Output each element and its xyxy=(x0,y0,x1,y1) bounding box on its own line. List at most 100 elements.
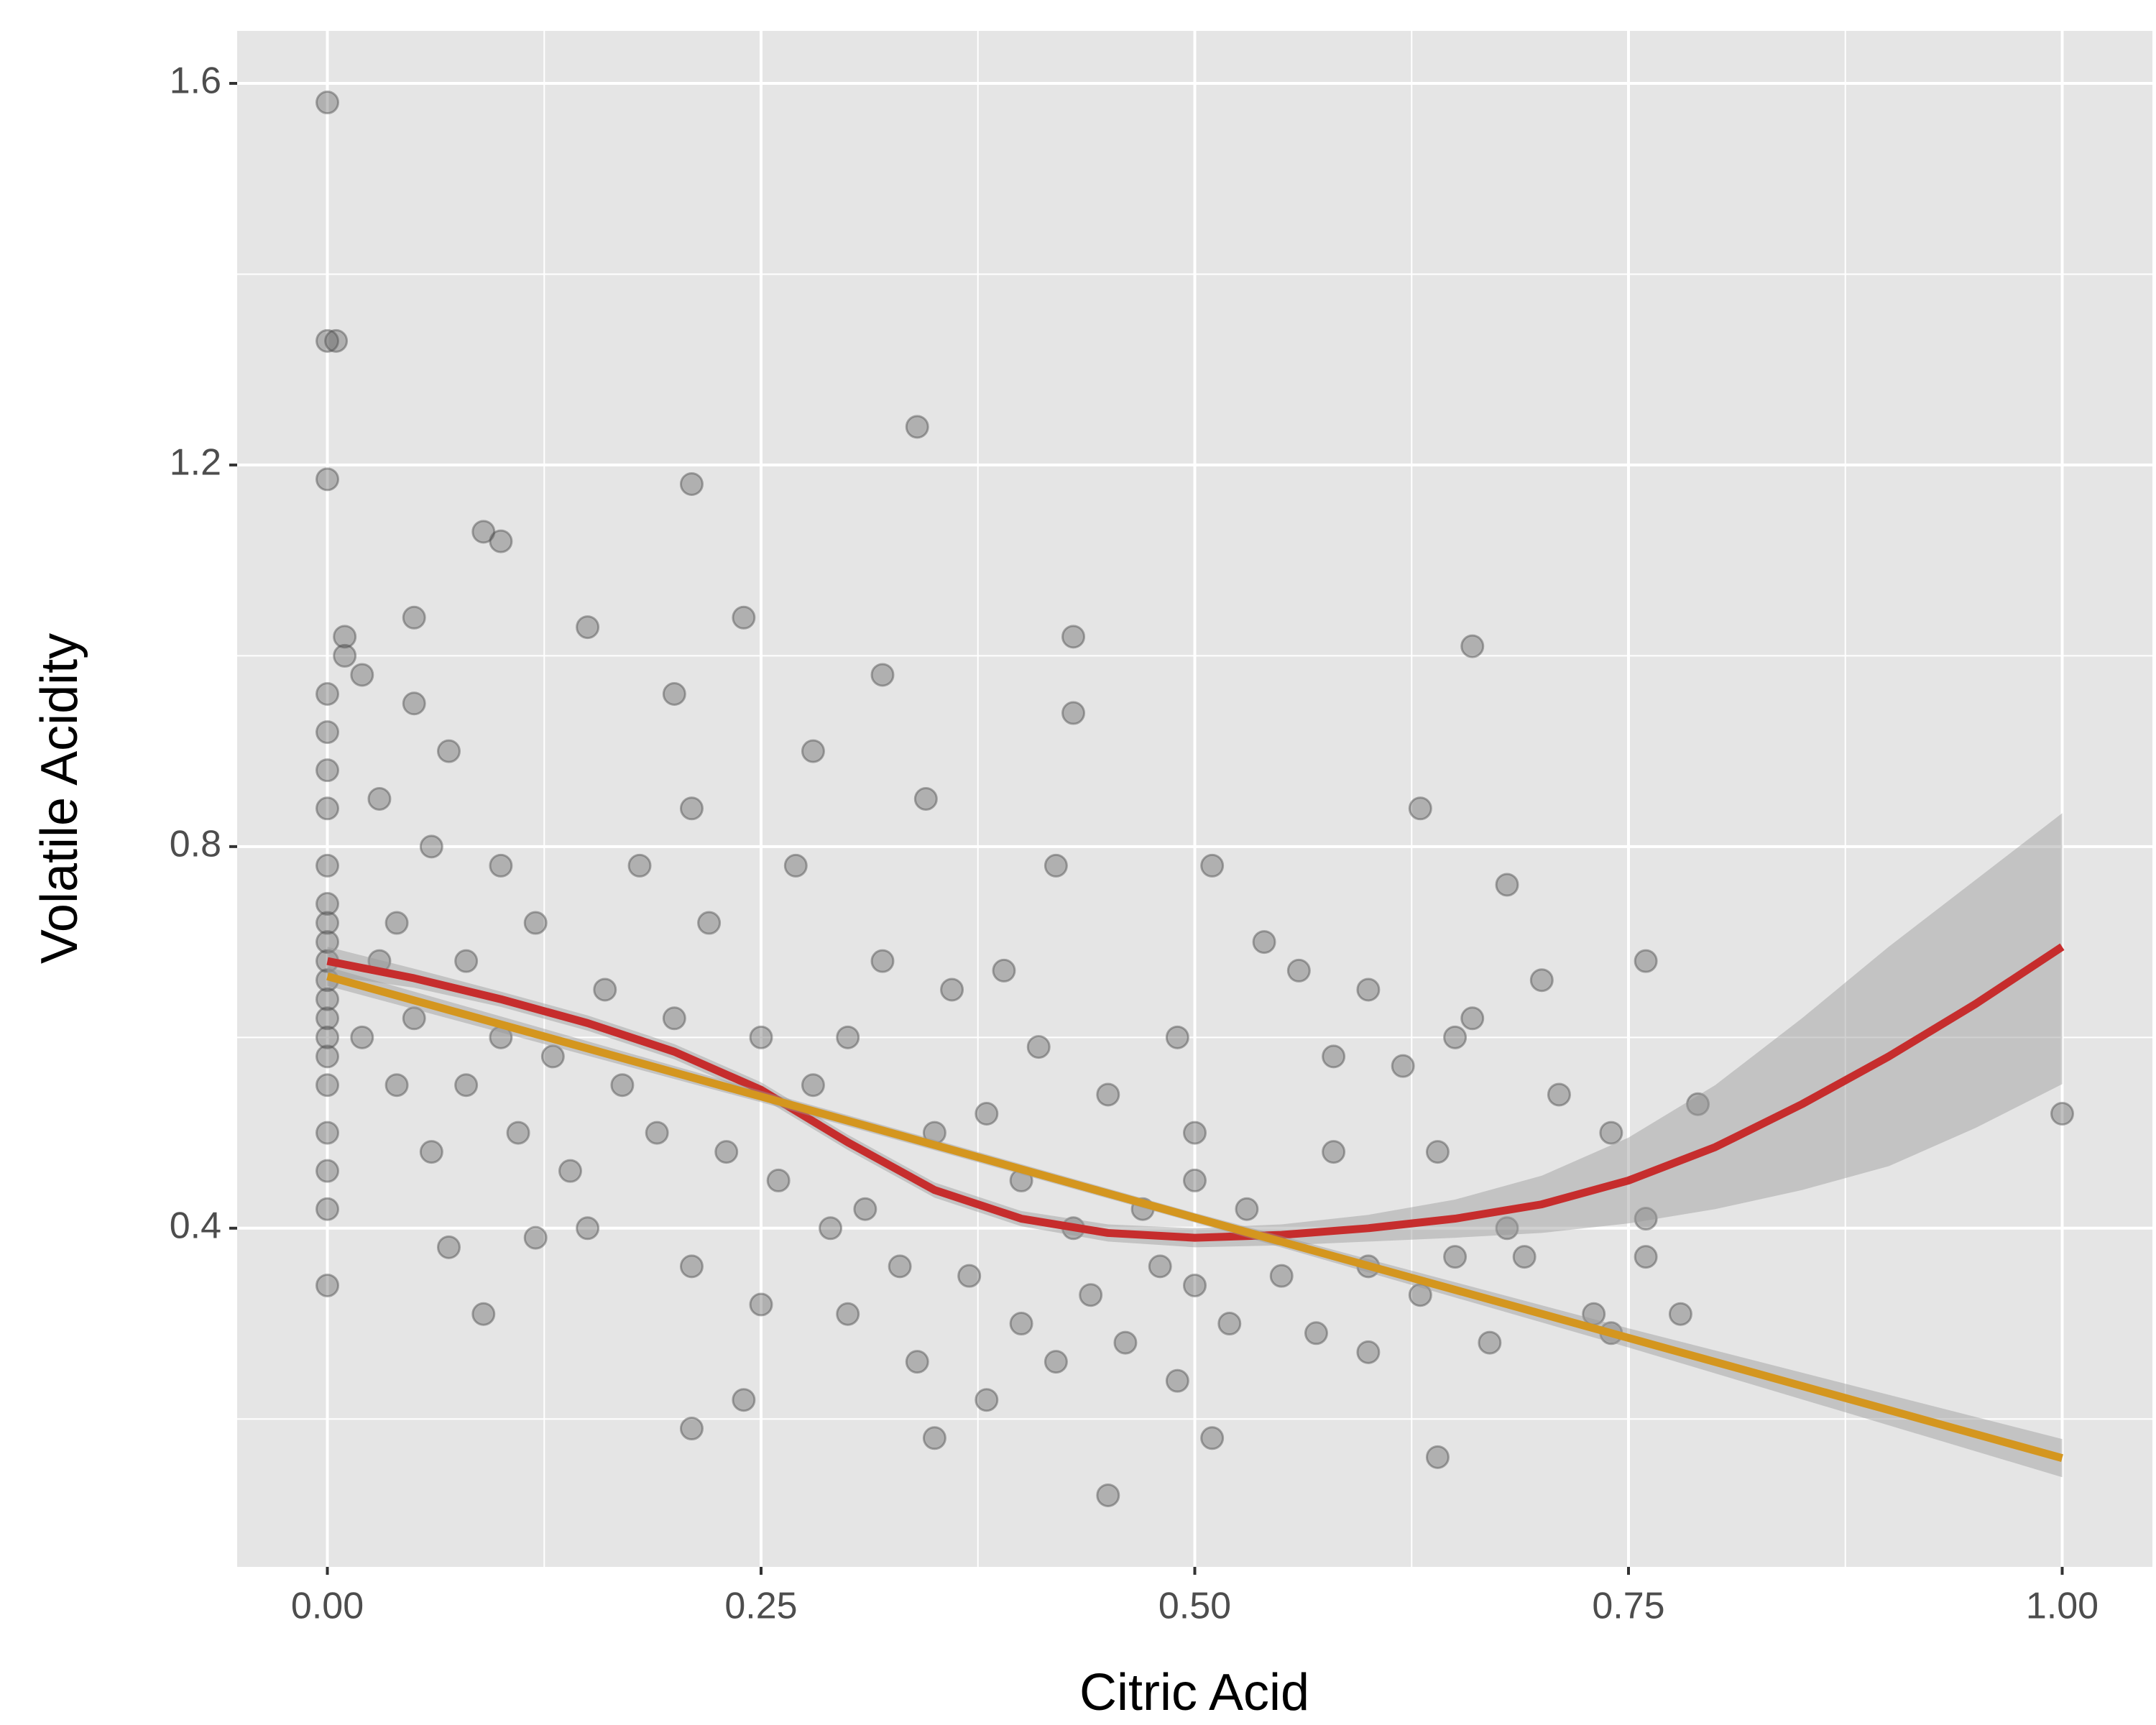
point xyxy=(315,1073,340,1098)
fit-line xyxy=(326,943,2065,1242)
point xyxy=(679,1417,704,1441)
point xyxy=(732,605,756,630)
point xyxy=(922,1426,946,1450)
point xyxy=(523,911,548,935)
point xyxy=(714,1140,739,1164)
point xyxy=(1304,1321,1328,1346)
point xyxy=(1408,796,1432,821)
x-axis-title: Citric Acid xyxy=(1079,1664,1309,1721)
fit-line xyxy=(326,972,2063,1462)
point xyxy=(315,1159,340,1183)
point xyxy=(1235,1197,1259,1221)
point xyxy=(315,1025,340,1049)
point xyxy=(1044,1350,1068,1374)
point xyxy=(315,1044,340,1069)
x-tick-label: 1.00 xyxy=(2026,1586,2099,1627)
point xyxy=(1061,701,1086,725)
point xyxy=(402,605,426,630)
point xyxy=(350,1025,374,1049)
point xyxy=(662,681,686,706)
point xyxy=(1391,1054,1415,1078)
y-tick-label: 0.8 xyxy=(170,824,221,865)
point xyxy=(315,853,340,878)
point xyxy=(1286,958,1311,983)
point xyxy=(1026,1035,1051,1059)
y-axis-title: Volatile Acidity xyxy=(31,633,88,964)
point xyxy=(801,739,825,763)
point xyxy=(384,1073,409,1098)
point xyxy=(1079,1283,1103,1307)
point xyxy=(992,958,1016,983)
point xyxy=(315,1197,340,1221)
point xyxy=(819,1216,843,1241)
grid xyxy=(237,31,2152,1567)
point xyxy=(870,949,895,973)
point xyxy=(2050,1102,2074,1126)
point xyxy=(454,1073,479,1098)
point xyxy=(315,796,340,821)
point xyxy=(679,1254,704,1279)
point xyxy=(315,987,340,1011)
point xyxy=(315,681,340,706)
point xyxy=(801,1073,825,1098)
point xyxy=(1096,1082,1120,1107)
point xyxy=(1252,930,1276,954)
point xyxy=(419,834,443,859)
x-tick-label: 0.25 xyxy=(724,1586,797,1627)
point xyxy=(1460,1006,1485,1031)
point xyxy=(888,1254,912,1279)
point xyxy=(836,1302,860,1326)
point xyxy=(315,1273,340,1297)
point xyxy=(1165,1368,1189,1393)
point xyxy=(1495,873,1519,897)
y-tick-label: 0.4 xyxy=(170,1205,221,1247)
confidence-band xyxy=(327,813,2063,1248)
point xyxy=(593,978,617,1002)
point xyxy=(350,663,374,687)
point xyxy=(1529,968,1554,993)
point xyxy=(1322,1140,1346,1164)
point xyxy=(315,91,340,115)
point xyxy=(1322,1044,1346,1069)
point xyxy=(1460,634,1485,658)
point xyxy=(315,1006,340,1031)
axes: 0.00 0.25 0.50 0.75 1.00 0.4 0.8 1.2 1.6 xyxy=(170,60,2099,1627)
point xyxy=(1200,853,1225,878)
point xyxy=(853,1197,877,1221)
point xyxy=(367,787,392,811)
point xyxy=(1183,1168,1207,1192)
marks xyxy=(315,91,2074,1507)
point xyxy=(1165,1025,1189,1049)
point xyxy=(1425,1445,1450,1469)
point xyxy=(1183,1273,1207,1297)
point xyxy=(419,1140,443,1164)
point xyxy=(437,1235,461,1259)
point xyxy=(1356,1340,1381,1364)
point xyxy=(1061,625,1086,649)
point xyxy=(1634,1207,1658,1231)
point xyxy=(384,911,409,935)
point xyxy=(558,1159,582,1183)
point xyxy=(905,1350,929,1374)
x-tick-label: 0.50 xyxy=(1158,1586,1231,1627)
point xyxy=(471,520,496,544)
point xyxy=(627,853,652,878)
point xyxy=(402,691,426,716)
point xyxy=(1096,1483,1120,1507)
point xyxy=(732,1388,756,1412)
point xyxy=(315,720,340,745)
point xyxy=(315,892,340,916)
point xyxy=(489,529,513,553)
point xyxy=(940,978,964,1002)
point xyxy=(905,415,929,439)
point xyxy=(1356,978,1381,1002)
point xyxy=(315,930,340,954)
point xyxy=(1599,1121,1623,1145)
point xyxy=(523,1225,548,1250)
point xyxy=(437,739,461,763)
point xyxy=(697,911,722,935)
x-tick-label: 0.75 xyxy=(1592,1586,1664,1627)
point xyxy=(454,949,479,973)
point xyxy=(957,1264,982,1288)
point xyxy=(1634,1245,1658,1269)
